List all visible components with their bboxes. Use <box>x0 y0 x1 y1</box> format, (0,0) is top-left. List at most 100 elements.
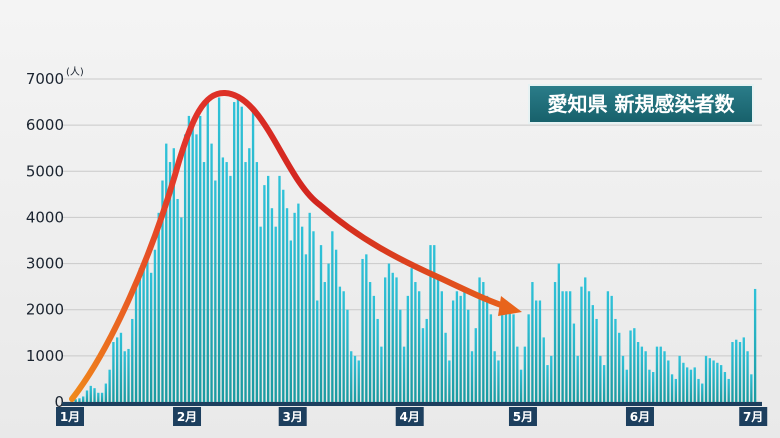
bar <box>342 291 345 402</box>
bar <box>319 245 323 402</box>
x-tick: 2月 <box>173 407 202 426</box>
bar <box>697 378 700 402</box>
bar <box>327 263 330 402</box>
bar <box>474 328 477 402</box>
bar <box>708 358 711 402</box>
bar <box>316 300 319 402</box>
bar <box>346 309 349 402</box>
x-tick-box <box>173 407 202 426</box>
bar <box>493 351 496 402</box>
bar <box>297 203 300 402</box>
bar <box>127 348 130 402</box>
x-tick-box <box>278 407 307 426</box>
bar <box>338 286 342 402</box>
bar <box>236 97 240 402</box>
bar <box>353 355 357 402</box>
bar <box>202 162 206 402</box>
bar <box>131 318 134 402</box>
bar <box>561 291 564 402</box>
bar <box>625 369 628 402</box>
bar <box>557 263 560 402</box>
bar <box>414 282 417 402</box>
bar <box>100 392 104 402</box>
bar <box>663 351 666 402</box>
bar <box>116 337 119 402</box>
bar <box>206 102 209 403</box>
bar <box>350 351 353 402</box>
bar <box>387 263 391 402</box>
bar <box>527 314 530 402</box>
bar <box>644 351 647 402</box>
bar <box>433 245 436 402</box>
bar <box>183 134 187 402</box>
bar <box>274 226 277 402</box>
chart-title-box: 愛知県 新規感染者数 <box>528 84 754 124</box>
bar <box>516 346 519 402</box>
bar <box>723 372 727 402</box>
x-tick-label: 7月 <box>743 410 763 424</box>
bar <box>357 360 360 402</box>
y-tick-label: 2000 <box>26 301 64 319</box>
y-tick-label: 1000 <box>26 347 64 365</box>
bar <box>712 360 715 402</box>
bar <box>497 360 500 402</box>
bar <box>591 305 594 402</box>
bar <box>542 337 545 402</box>
bar <box>655 346 659 402</box>
y-tick-label: 4000 <box>26 208 64 226</box>
x-tick: 7月 <box>739 407 768 426</box>
bar <box>225 162 228 402</box>
trend-arrow <box>69 90 522 402</box>
bar <box>176 198 179 402</box>
x-tick-label: 6月 <box>630 410 650 424</box>
bar <box>485 295 489 402</box>
bar <box>719 365 723 402</box>
bar <box>146 258 149 402</box>
bar <box>217 97 221 402</box>
bar <box>572 323 576 402</box>
bar <box>546 365 549 402</box>
bar <box>195 134 198 402</box>
bar <box>406 295 410 402</box>
bar <box>391 272 394 402</box>
bar <box>429 245 432 402</box>
bar <box>451 300 455 402</box>
bar <box>384 277 387 402</box>
bar <box>467 309 470 402</box>
x-tick: 6月 <box>625 407 654 426</box>
bar <box>229 175 232 402</box>
bar <box>746 351 749 402</box>
bar <box>599 355 602 402</box>
bar <box>402 346 406 402</box>
bar <box>187 115 191 403</box>
y-tick-label: 7000 <box>26 70 64 88</box>
bar <box>750 374 753 402</box>
bar <box>610 295 613 402</box>
bar <box>161 180 164 402</box>
bar <box>470 351 474 402</box>
y-tick-label: 5000 <box>26 162 64 180</box>
bar <box>134 282 138 402</box>
bar <box>716 362 719 402</box>
bar <box>553 282 557 402</box>
bar <box>652 372 655 402</box>
bar <box>421 328 425 402</box>
bar <box>753 288 757 402</box>
bar <box>512 314 515 402</box>
bar <box>568 291 572 402</box>
x-tick-label: 5月 <box>513 410 533 424</box>
bar <box>701 383 704 402</box>
bar <box>93 388 96 402</box>
bar <box>89 385 92 402</box>
x-tick: 4月 <box>395 407 424 426</box>
bar <box>138 268 142 402</box>
bar <box>361 258 364 402</box>
x-tick-label: 3月 <box>283 410 303 424</box>
bar <box>455 291 459 402</box>
bar <box>368 282 372 402</box>
bar <box>482 282 485 402</box>
bar <box>436 277 440 402</box>
bar <box>587 291 591 402</box>
bar <box>504 300 508 402</box>
bar <box>670 374 674 402</box>
